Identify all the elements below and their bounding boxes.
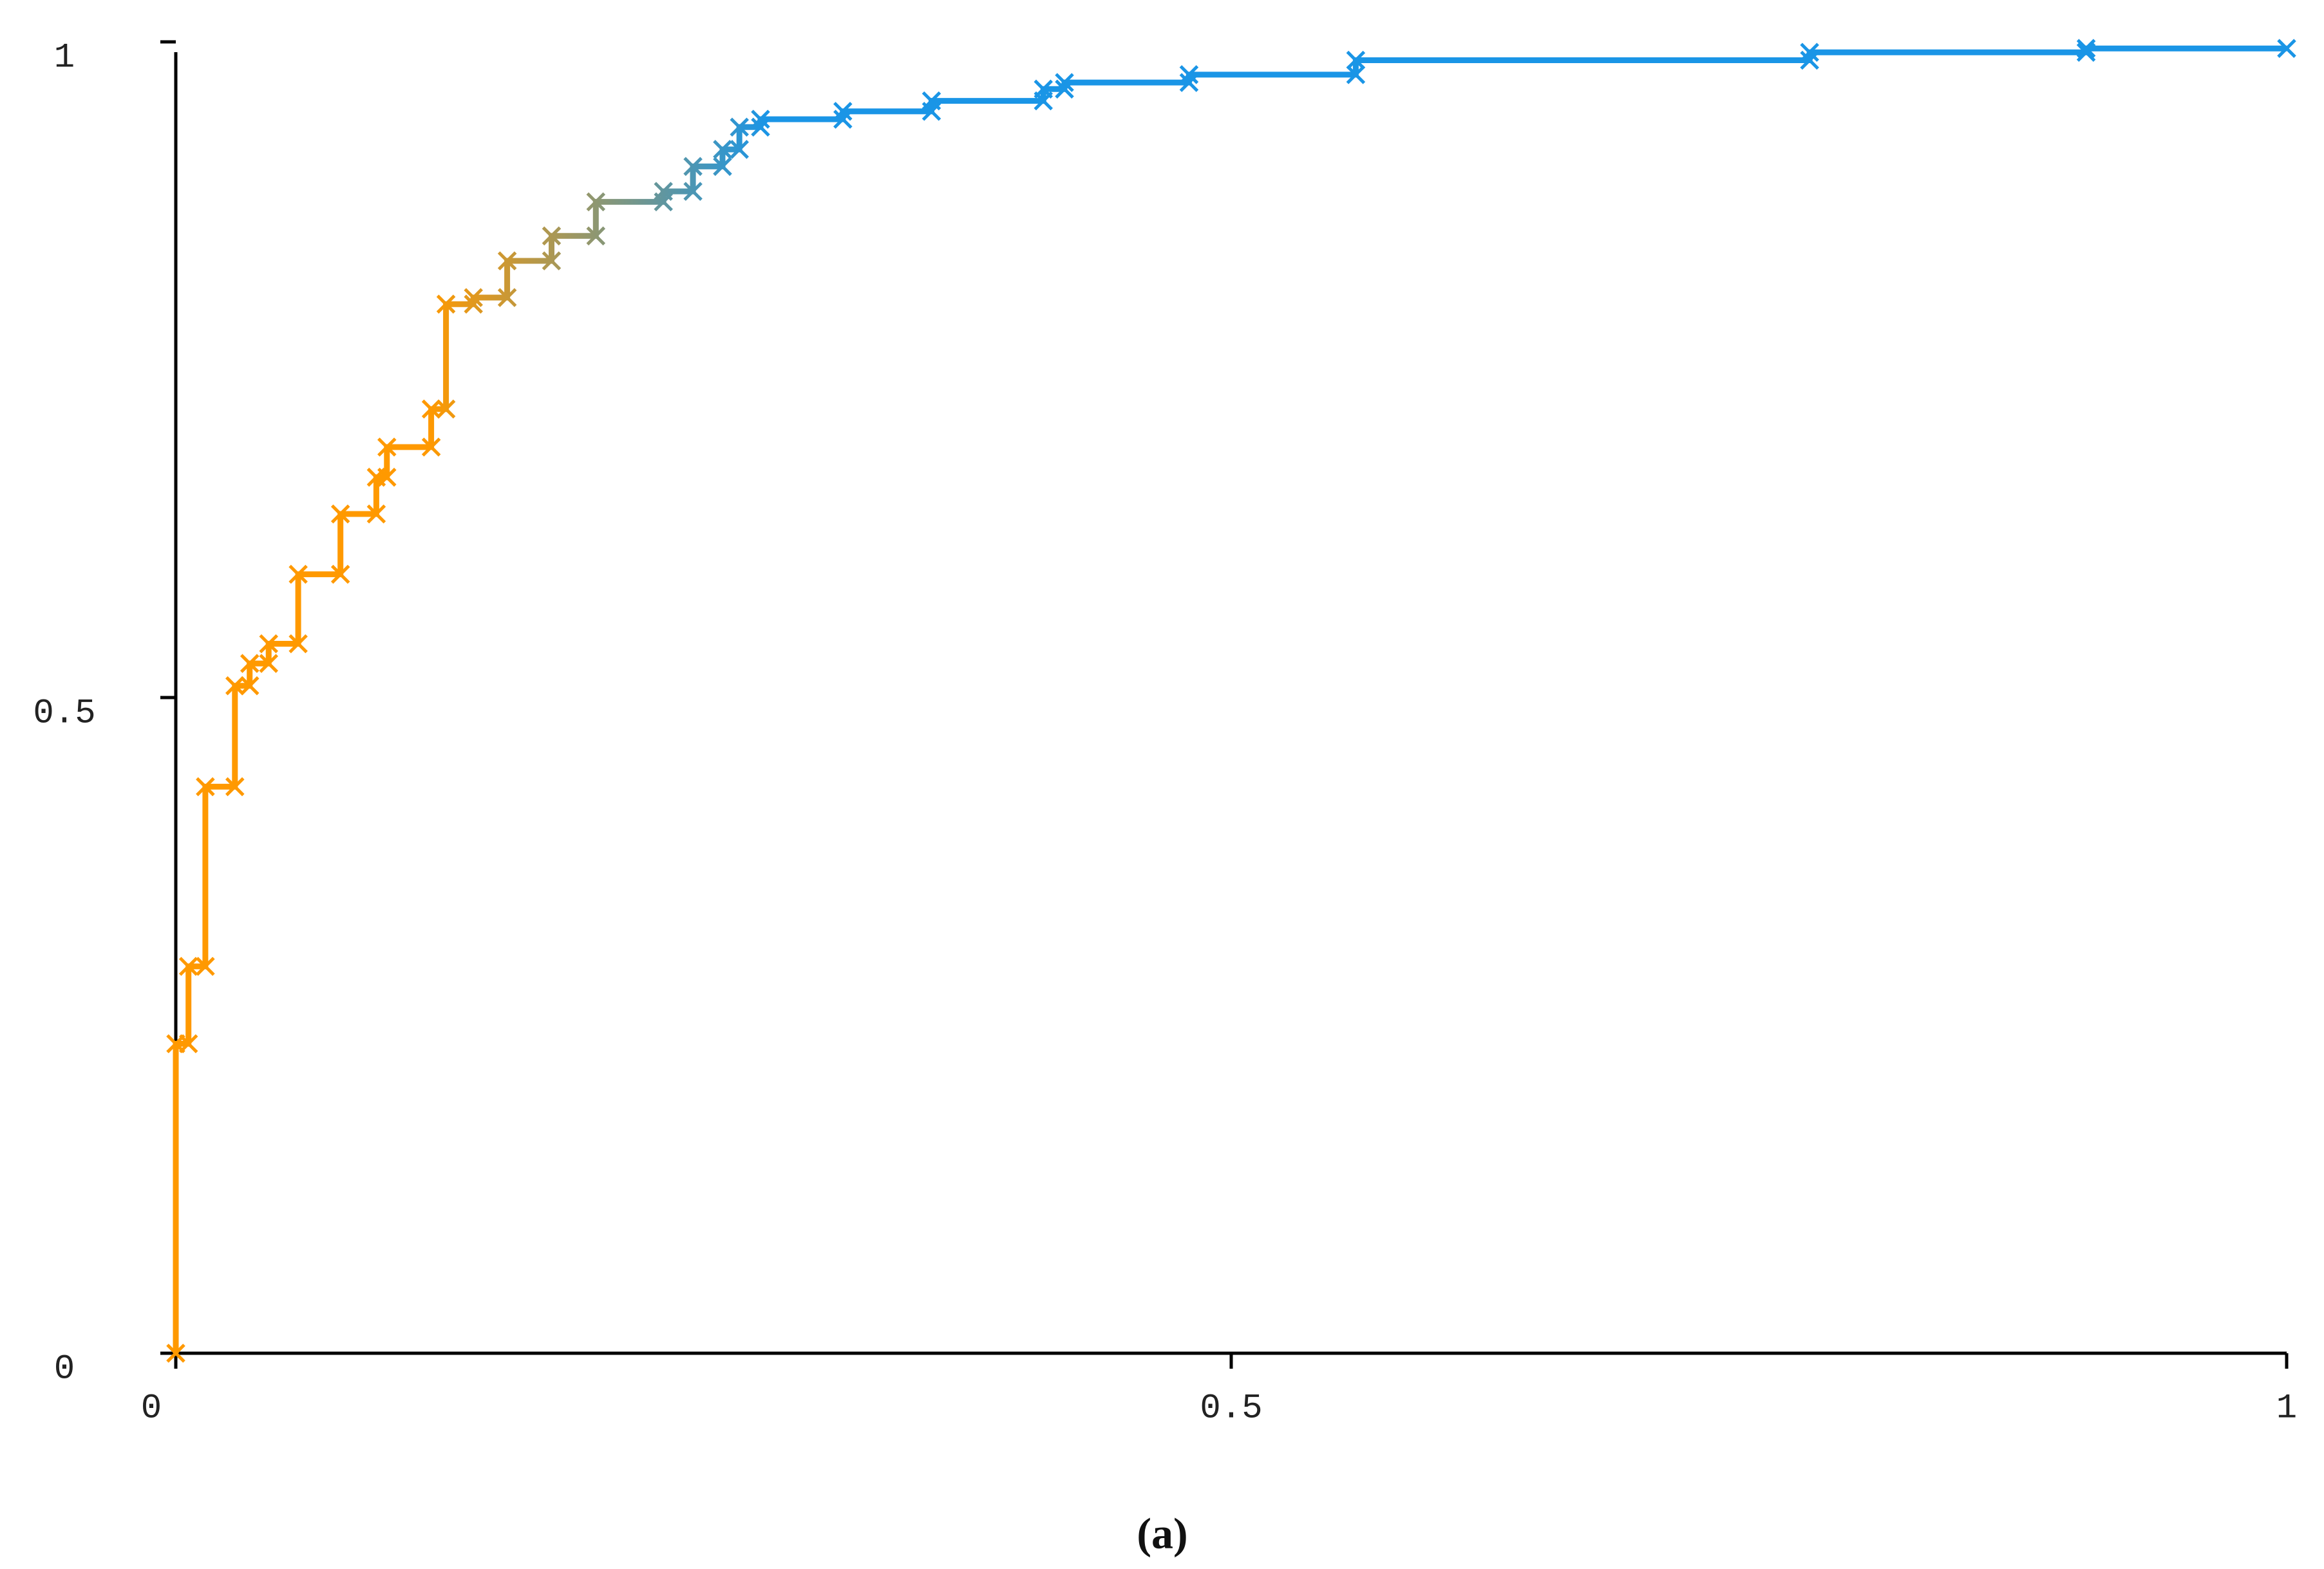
point-marker bbox=[259, 634, 278, 654]
point-marker bbox=[497, 288, 517, 307]
point-marker bbox=[683, 157, 703, 176]
x-tick-label: 1 bbox=[2276, 1389, 2297, 1428]
point-marker bbox=[288, 634, 308, 654]
point-marker bbox=[225, 777, 245, 797]
point-marker bbox=[1346, 50, 1366, 70]
point-marker bbox=[1346, 65, 1366, 84]
point-marker bbox=[436, 294, 456, 314]
point-marker bbox=[196, 956, 215, 976]
point-marker bbox=[751, 117, 770, 137]
point-marker bbox=[240, 654, 260, 673]
point-marker bbox=[654, 182, 673, 201]
point-marker bbox=[178, 1034, 198, 1054]
point-marker bbox=[751, 109, 770, 129]
point-marker bbox=[586, 192, 606, 212]
point-marker bbox=[1034, 79, 1053, 99]
point-marker bbox=[542, 226, 562, 246]
point-marker bbox=[464, 294, 483, 314]
x-tick-label: 0.5 bbox=[1200, 1389, 1262, 1428]
point-marker bbox=[421, 399, 441, 419]
point-marker bbox=[2076, 43, 2096, 62]
point-marker bbox=[2277, 39, 2296, 58]
point-marker bbox=[166, 1344, 185, 1363]
y-tick-label: 1 bbox=[54, 38, 75, 77]
point-marker bbox=[921, 91, 941, 111]
y-tick-label: 0 bbox=[54, 1349, 75, 1389]
point-marker bbox=[464, 288, 483, 307]
point-marker bbox=[833, 109, 853, 129]
point-marker bbox=[713, 157, 732, 176]
point-marker bbox=[1055, 79, 1074, 99]
point-marker bbox=[366, 504, 386, 524]
point-marker bbox=[730, 140, 749, 159]
point-marker bbox=[497, 251, 517, 271]
point-marker bbox=[178, 956, 198, 976]
point-marker bbox=[288, 564, 308, 584]
point-marker bbox=[1179, 65, 1199, 84]
point-marker bbox=[225, 676, 245, 696]
point-marker bbox=[196, 777, 215, 797]
point-marker bbox=[330, 504, 350, 524]
caption: (a) bbox=[1137, 1509, 1187, 1558]
point-marker bbox=[683, 182, 703, 201]
point-marker bbox=[730, 117, 749, 137]
point-marker bbox=[377, 437, 397, 457]
point-marker bbox=[1800, 50, 1819, 70]
point-marker bbox=[421, 437, 441, 457]
point-marker bbox=[1800, 43, 1819, 62]
roc-line bbox=[173, 45, 2287, 1353]
point-marker bbox=[259, 654, 278, 673]
point-marker bbox=[833, 102, 853, 121]
point-marker bbox=[542, 251, 562, 271]
point-marker bbox=[377, 468, 397, 487]
point-marker bbox=[586, 226, 606, 246]
y-tick-label: 0.5 bbox=[33, 694, 95, 733]
point-marker bbox=[330, 564, 350, 584]
point-marker bbox=[713, 140, 732, 159]
x-tick-label: 0 bbox=[141, 1389, 162, 1428]
point-marker bbox=[2076, 39, 2096, 58]
point-marker bbox=[436, 399, 456, 419]
point-marker bbox=[1055, 73, 1074, 92]
point-marker bbox=[1179, 73, 1199, 92]
point-marker bbox=[240, 676, 260, 696]
